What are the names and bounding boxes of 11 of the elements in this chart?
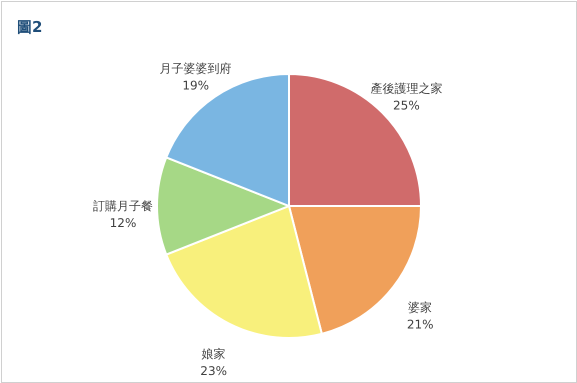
slice-label: 月子婆婆到府 [160,62,232,76]
slice-label: 訂購月子餐 [93,199,153,213]
slice-label: 產後護理之家 [370,82,442,96]
data-label: 21% [406,318,434,332]
slice-label: 婆家 [408,300,432,315]
slice-label: 娘家 [202,346,226,361]
chart-title: 圖2 [17,18,42,36]
data-label: 12% [110,216,136,230]
data-label: 19% [182,78,210,93]
data-label: 23% [200,364,227,378]
data-label: 25% [393,98,420,113]
